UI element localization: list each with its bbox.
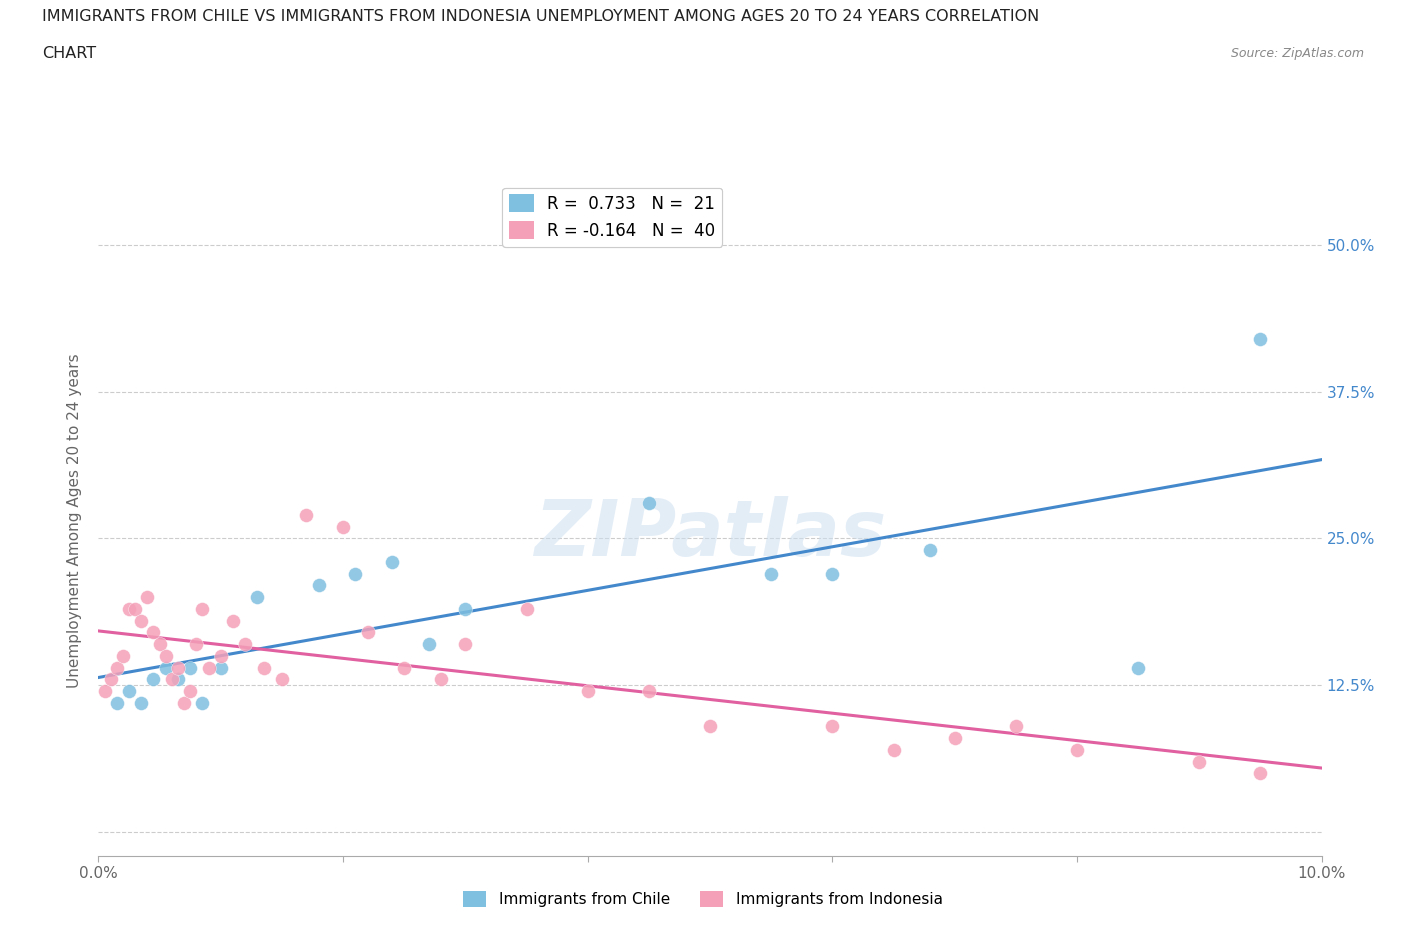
Point <box>699 719 721 734</box>
Point <box>1250 331 1272 346</box>
Point <box>295 508 318 523</box>
Point <box>118 684 141 698</box>
Point <box>454 637 477 652</box>
Point <box>191 602 214 617</box>
Point <box>155 648 177 663</box>
Point <box>222 613 245 628</box>
Point <box>883 742 905 757</box>
Text: CHART: CHART <box>42 46 96 61</box>
Point <box>821 719 844 734</box>
Point <box>186 637 208 652</box>
Point <box>381 554 404 569</box>
Point <box>270 672 294 687</box>
Point <box>233 637 256 652</box>
Point <box>100 672 122 687</box>
Point <box>761 566 783 581</box>
Point <box>638 684 661 698</box>
Point <box>179 684 201 698</box>
Point <box>1128 660 1150 675</box>
Text: IMMIGRANTS FROM CHILE VS IMMIGRANTS FROM INDONESIA UNEMPLOYMENT AMONG AGES 20 TO: IMMIGRANTS FROM CHILE VS IMMIGRANTS FROM… <box>42 9 1039 24</box>
Point <box>516 602 538 617</box>
Point <box>344 566 367 581</box>
Point <box>454 602 477 617</box>
Point <box>332 519 354 534</box>
Point <box>638 496 661 511</box>
Point <box>1004 719 1026 734</box>
Point <box>149 637 172 652</box>
Legend: Immigrants from Chile, Immigrants from Indonesia: Immigrants from Chile, Immigrants from I… <box>457 884 949 913</box>
Point <box>155 660 177 675</box>
Y-axis label: Unemployment Among Ages 20 to 24 years: Unemployment Among Ages 20 to 24 years <box>67 353 83 688</box>
Point <box>136 590 159 604</box>
Point <box>167 672 190 687</box>
Point <box>167 660 190 675</box>
Point <box>1250 766 1272 781</box>
Point <box>105 696 128 711</box>
Point <box>173 696 195 711</box>
Point <box>93 684 115 698</box>
Legend: R =  0.733   N =  21, R = -0.164   N =  40: R = 0.733 N = 21, R = -0.164 N = 40 <box>502 188 723 246</box>
Point <box>179 660 201 675</box>
Point <box>418 637 440 652</box>
Point <box>1066 742 1088 757</box>
Point <box>197 660 219 675</box>
Point <box>191 696 214 711</box>
Point <box>576 684 599 698</box>
Point <box>308 578 330 592</box>
Point <box>246 590 269 604</box>
Point <box>821 566 844 581</box>
Point <box>430 672 453 687</box>
Point <box>129 696 152 711</box>
Text: Source: ZipAtlas.com: Source: ZipAtlas.com <box>1230 46 1364 60</box>
Point <box>943 731 966 746</box>
Point <box>129 613 152 628</box>
Point <box>356 625 378 640</box>
Point <box>111 648 134 663</box>
Text: ZIPatlas: ZIPatlas <box>534 497 886 572</box>
Point <box>209 648 232 663</box>
Point <box>392 660 416 675</box>
Point <box>160 672 183 687</box>
Point <box>920 543 942 558</box>
Point <box>252 660 274 675</box>
Point <box>142 625 165 640</box>
Point <box>124 602 146 617</box>
Point <box>105 660 128 675</box>
Point <box>209 660 232 675</box>
Point <box>118 602 141 617</box>
Point <box>1188 754 1211 769</box>
Point <box>142 672 165 687</box>
